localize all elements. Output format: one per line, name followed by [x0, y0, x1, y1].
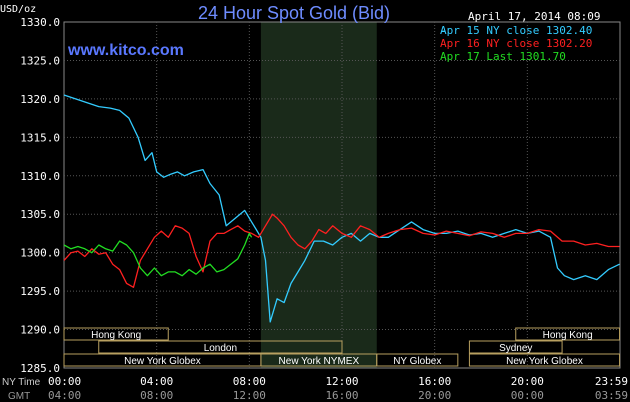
x-tick-label-ny: 16:00: [418, 375, 451, 388]
x-tick-label-gmt: 20:00: [418, 389, 451, 402]
x-tick-label-gmt: 00:00: [511, 389, 544, 402]
legend-marker-apr15: -: [440, 24, 447, 37]
session-label-hong-kong-2: Hong Kong: [543, 330, 593, 341]
units-label: USD/oz: [0, 4, 36, 15]
session-london: London: [98, 340, 343, 354]
session-hong-kong-1: Hong Kong: [63, 327, 169, 341]
timestamp: April 17, 2014 08:09: [468, 10, 600, 23]
gmt-label: GMT: [8, 391, 30, 402]
grid: [63, 21, 621, 369]
y-tick-label: 1320.0: [20, 93, 60, 106]
x-tick-label-gmt: 16:00: [325, 389, 358, 402]
series-line-1: [63, 94, 620, 323]
x-tick-label-ny: 12:00: [325, 375, 358, 388]
x-tick-label-ny: 00:00: [48, 375, 81, 388]
y-tick-label: 1305.0: [20, 208, 60, 221]
session-label-hong-kong-1: Hong Kong: [91, 330, 141, 341]
session-label-ny-globex: NY Globex: [393, 356, 441, 367]
legend-entry-apr15: Apr 15 NY close 1302.40: [440, 24, 592, 37]
series-line-3: [63, 232, 253, 277]
series-lines: [63, 94, 620, 323]
x-tick-label-ny: 23:59: [595, 375, 628, 388]
y-tick-label: 1300.0: [20, 247, 60, 260]
session-new-york-globex-2: New York Globex: [468, 353, 621, 367]
x-tick-label-gmt: 08:00: [140, 389, 173, 402]
session-label-new-york-nymex: New York NYMEX: [279, 356, 360, 367]
x-tick-label-ny: 04:00: [140, 375, 173, 388]
x-tick-label-gmt: 12:00: [233, 389, 266, 402]
x-tick-label-gmt: 03:59: [595, 389, 628, 402]
session-label-london: London: [204, 343, 237, 354]
x-tick-label-ny: 08:00: [233, 375, 266, 388]
y-axis: 1285.0 1290.0 1295.0 1300.0 1305.0 1310.0 1315…: [20, 16, 60, 375]
x-tick-label-ny: 20:00: [511, 375, 544, 388]
y-tick-label: 1310.0: [20, 170, 60, 183]
x-tick-label-gmt: 04:00: [48, 389, 81, 402]
trading-sessions: Hong Kong London New York Globex New Yor…: [63, 327, 621, 367]
session-ny-globex: NY Globex: [376, 353, 459, 367]
y-tick-label: 1325.0: [20, 54, 60, 67]
y-tick-label: 1295.0: [20, 285, 60, 298]
session-hong-kong-2: Hong Kong: [515, 327, 621, 341]
y-tick-label: 1285.0: [20, 362, 60, 375]
chart-title: 24 Hour Spot Gold (Bid): [198, 3, 390, 23]
legend-entry-apr16: Apr 16 NY close 1302.20: [440, 37, 592, 50]
y-tick-label: 1315.0: [20, 131, 60, 144]
nymex-shaded-region: [260, 22, 377, 368]
y-tick-label: 1290.0: [20, 324, 60, 337]
y-tick-label: 1330.0: [20, 16, 60, 29]
session-label-sydney: Sydney: [499, 343, 532, 354]
session-label-new-york-globex-1: New York Globex: [124, 356, 201, 367]
ny-time-label: NY Time: [2, 377, 41, 388]
legend-entry-apr17: Apr 17 Last 1301.70: [440, 50, 566, 63]
website-label: www.kitco.com: [67, 42, 184, 59]
legend: Apr 15 NY close 1302.40 Apr 16 NY close …: [440, 24, 592, 63]
x-axis: 00:0004:0004:0008:0008:0012:0012:0016:00…: [48, 375, 628, 402]
session-sydney: Sydney: [468, 340, 563, 354]
session-new-york-globex-1: New York Globex: [63, 353, 262, 367]
session-label-new-york-globex-2: New York Globex: [506, 356, 583, 367]
